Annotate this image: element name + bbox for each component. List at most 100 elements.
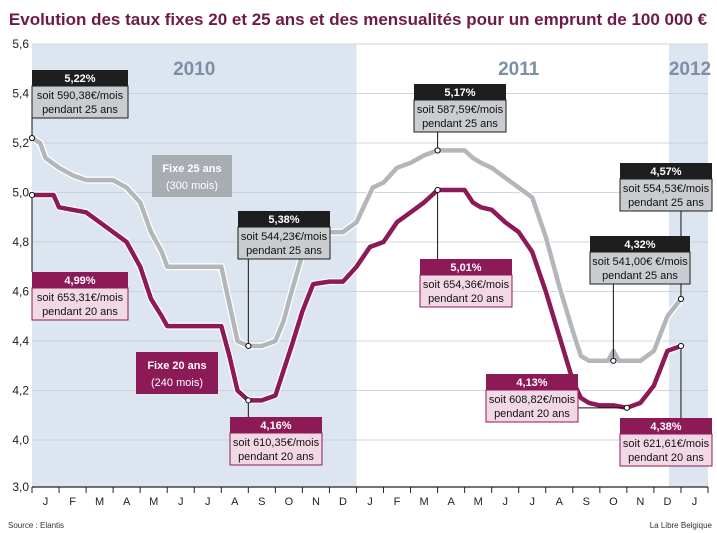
series-name: Fixe 25 ans — [162, 163, 221, 175]
callout-duration: pendant 20 ans — [628, 452, 704, 464]
callout-fixe25: 4,32% soit 541,00€ €/mois pendant 25 ans — [589, 236, 691, 364]
month-label: J — [692, 496, 698, 508]
callout-dot — [610, 357, 617, 364]
month-label: S — [258, 496, 265, 508]
month-label: D — [339, 496, 347, 508]
callout-dot — [434, 186, 441, 194]
month-label: J — [502, 496, 508, 508]
year-label-2012: 2012 — [669, 59, 711, 80]
month-label: D — [663, 496, 671, 508]
month-label: O — [285, 496, 294, 508]
y-tick-label: 4,0 — [12, 433, 29, 447]
series-sub: (300 mois) — [166, 180, 218, 192]
callout-duration: pendant 25 ans — [628, 197, 704, 209]
y-tick-label: 3,0 — [12, 480, 29, 494]
callout-fixe20: 5,01% soit 654,36€/mois pendant 20 ans — [419, 186, 513, 308]
callout-rate: 5,01% — [450, 262, 481, 274]
callout-rate: 5,38% — [268, 214, 299, 226]
callout-monthly: soit 554,53€/mois — [623, 183, 710, 195]
callout-fixe25: 4,57% soit 554,53€/mois pendant 25 ans — [619, 163, 713, 303]
callout-monthly: soit 587,59€/mois — [417, 104, 504, 116]
month-label: J — [205, 496, 211, 508]
callout-body — [31, 287, 129, 321]
callout-body — [619, 178, 713, 212]
callout-duration: pendant 25 ans — [246, 245, 322, 257]
series-label-fixe20: Fixe 20 ans (240 mois) — [136, 352, 218, 394]
callout-monthly: soit 544,23€/mois — [241, 231, 328, 243]
callout-duration: pendant 25 ans — [602, 270, 678, 282]
callout-body — [589, 251, 691, 285]
callout-header — [620, 163, 712, 179]
month-label: J — [43, 496, 49, 508]
month-label: N — [312, 496, 320, 508]
series-sub: (240 mois) — [151, 377, 203, 389]
month-label: M — [474, 496, 483, 508]
callout-body — [229, 432, 323, 466]
month-label: J — [529, 496, 535, 508]
y-tick-label: 5,6 — [12, 37, 29, 51]
callout-header — [238, 211, 330, 227]
series-name: Fixe 20 ans — [147, 360, 206, 372]
callout-fixe25: 5,38% soit 544,23€/mois pendant 25 ans — [237, 211, 331, 350]
callout-rate: 4,13% — [516, 377, 547, 389]
callout-rate: 4,99% — [64, 275, 95, 287]
callout-monthly: soit 654,36€/mois — [423, 279, 510, 291]
callout-dot — [677, 295, 685, 303]
month-label: A — [447, 496, 455, 508]
callout-monthly: soit 653,31€/mois — [37, 292, 124, 304]
series-label-box — [136, 352, 218, 394]
callout-body — [237, 226, 331, 260]
callout-duration: pendant 25 ans — [42, 104, 118, 116]
callout-duration: pendant 25 ans — [422, 118, 498, 130]
y-tick-label: 5,0 — [12, 186, 29, 200]
callout-header — [32, 272, 128, 288]
callout-dot — [623, 404, 630, 411]
callout-header — [486, 374, 578, 390]
callout-dot — [245, 397, 252, 404]
month-label: A — [556, 496, 564, 508]
callout-fixe20: 4,13% soit 608,82€/mois pendant 20 ans — [485, 374, 630, 423]
callout-duration: pendant 20 ans — [238, 451, 314, 463]
callout-duration: pendant 20 ans — [428, 293, 504, 305]
callout-header — [414, 84, 506, 100]
callout-rate: 4,16% — [260, 420, 291, 432]
month-label: M — [95, 496, 104, 508]
callout-fixe25: 5,22% soit 590,38€/mois pendant 25 ans — [28, 70, 129, 142]
callout-header — [590, 236, 690, 252]
month-label: J — [178, 496, 184, 508]
callout-body — [419, 274, 513, 308]
callout-monthly: soit 621,61€/mois — [623, 438, 710, 450]
y-tick-label: 5,4 — [12, 87, 29, 101]
month-label: F — [394, 496, 401, 508]
month-label: M — [419, 496, 428, 508]
callout-duration: pendant 20 ans — [42, 306, 118, 318]
callout-header — [230, 417, 322, 433]
series-line-fixe25 — [30, 136, 683, 364]
callout-monthly: soit 590,38€/mois — [37, 90, 124, 102]
callout-dot — [677, 342, 685, 350]
callout-monthly: soit 610,35€/mois — [233, 437, 320, 449]
callout-header — [32, 70, 128, 86]
month-label: N — [636, 496, 644, 508]
y-tick-label: 4,4 — [12, 334, 29, 348]
callout-body — [413, 99, 507, 133]
series-label-fixe25: Fixe 25 ans (300 mois) — [152, 155, 232, 197]
month-label: A — [123, 496, 131, 508]
series-line-fixe20 — [32, 187, 682, 411]
callout-monthly: soit 608,82€/mois — [489, 394, 576, 406]
callout-header — [420, 259, 512, 275]
callout-rate: 4,32% — [624, 239, 655, 251]
callout-fixe20: 4,16% soit 610,35€/mois pendant 20 ans — [229, 397, 323, 466]
month-label: A — [231, 496, 239, 508]
callout-rate: 4,57% — [650, 166, 681, 178]
year-labels: 2010 2011 2012 — [173, 59, 711, 80]
callout-body — [31, 85, 129, 119]
callout-dot — [28, 191, 36, 199]
chart-title: Evolution des taux fixes 20 et 25 ans et… — [9, 10, 708, 29]
month-label: S — [583, 496, 590, 508]
year-label-2011: 2011 — [498, 59, 540, 80]
callout-duration: pendant 20 ans — [494, 408, 570, 420]
source-note: Source : Elantis — [8, 521, 64, 530]
